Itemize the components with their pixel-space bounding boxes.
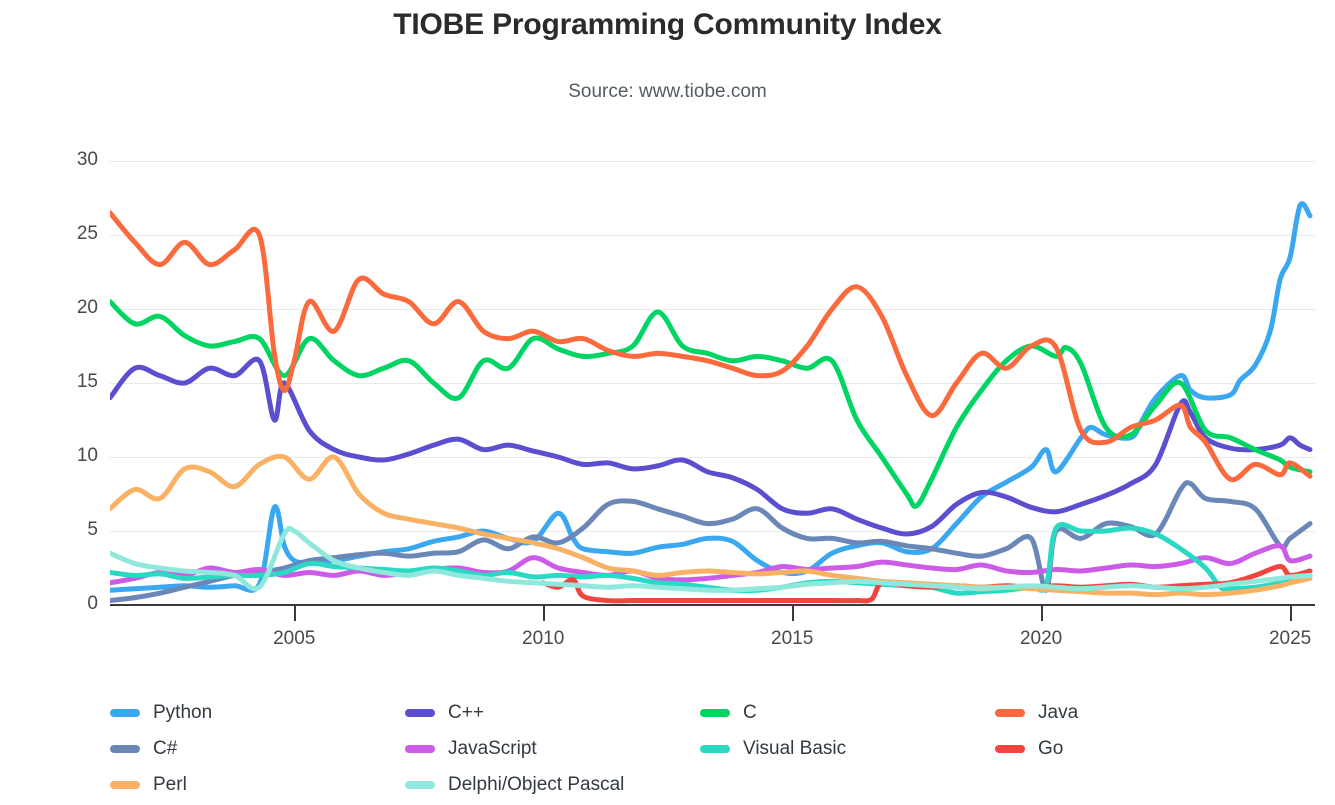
series-line-python <box>110 201 1313 593</box>
x-axis-tick <box>294 606 297 621</box>
legend-label: JavaScript <box>448 738 537 759</box>
gridline <box>110 383 1315 384</box>
gridline <box>110 457 1315 458</box>
gridline <box>110 309 1315 310</box>
y-axis-tick-label: 20 <box>76 297 98 318</box>
legend-label: C <box>743 702 757 723</box>
legend-label: Visual Basic <box>743 738 847 759</box>
legend-swatch-icon <box>405 745 435 753</box>
series-line-java <box>110 210 1313 483</box>
gridline <box>110 531 1315 532</box>
legend-swatch-icon <box>700 745 730 753</box>
legend-item-c[interactable]: C++ <box>405 698 484 728</box>
series-line-c <box>110 480 1313 604</box>
x-axis-line <box>110 604 1315 606</box>
chart-subtitle: Source: www.tiobe.com <box>568 81 767 102</box>
gridline <box>110 235 1315 236</box>
x-axis-tick-label: 2005 <box>273 628 316 649</box>
y-axis-tick-label: 5 <box>87 519 98 540</box>
x-axis-tick-label: 2015 <box>771 628 814 649</box>
legend-label: Go <box>1038 738 1064 759</box>
x-axis-tick-label: 2020 <box>1019 628 1063 649</box>
legend-item-c[interactable]: C <box>700 698 757 728</box>
y-axis-tick-label: 25 <box>76 223 98 244</box>
y-axis-tick-label: 10 <box>76 445 98 466</box>
legend-item-visual-basic[interactable]: Visual Basic <box>700 734 846 764</box>
legend-label: Delphi/Object Pascal <box>448 774 625 795</box>
legend-item-delphi-object-pascal[interactable]: Delphi/Object Pascal <box>405 770 624 800</box>
legend-item-perl[interactable]: Perl <box>110 770 187 800</box>
x-axis-tick <box>1290 606 1293 621</box>
legend-item-javascript[interactable]: JavaScript <box>405 734 537 764</box>
series-line-c <box>110 299 1313 509</box>
x-axis-tick <box>792 606 795 621</box>
legend-label: C# <box>153 738 178 759</box>
x-axis-tick-label: 2025 <box>1268 628 1312 649</box>
series-line-javascript <box>110 543 1313 586</box>
series-line-delphi-object-pascal <box>110 525 1313 593</box>
x-axis-tick-label: 2010 <box>522 628 565 649</box>
plot-area <box>110 161 1315 605</box>
legend-item-go[interactable]: Go <box>995 734 1063 764</box>
legend-label: C++ <box>448 702 484 723</box>
legend-item-python[interactable]: Python <box>110 698 212 728</box>
legend-label: Python <box>153 702 213 723</box>
legend-swatch-icon <box>995 745 1025 753</box>
page-title: TIOBE Programming Community Index <box>393 8 942 41</box>
series-lines <box>110 201 1313 604</box>
y-axis-tick-label: 30 <box>76 149 98 170</box>
series-line-perl <box>110 453 1313 598</box>
legend-item-java[interactable]: Java <box>995 698 1078 728</box>
legend-label: Perl <box>153 774 187 795</box>
y-axis-tick-label: 15 <box>76 371 98 392</box>
legend-swatch-icon <box>405 709 435 717</box>
x-axis-tick <box>1041 606 1044 621</box>
x-axis-tick <box>543 606 546 621</box>
gridline <box>110 161 1315 162</box>
legend-swatch-icon <box>405 781 435 789</box>
legend-swatch-icon <box>110 781 140 789</box>
y-axis-tick-label: 0 <box>87 593 98 614</box>
legend-label: Java <box>1038 702 1079 723</box>
legend-item-c[interactable]: C# <box>110 734 177 764</box>
chart-legend: Python C++ C Java C# JavaScript Visual Basic Go… <box>110 698 1320 803</box>
legend-swatch-icon <box>110 745 140 753</box>
legend-swatch-icon <box>110 709 140 717</box>
legend-swatch-icon <box>995 709 1025 717</box>
legend-swatch-icon <box>700 709 730 717</box>
series-line-c <box>110 356 1313 537</box>
